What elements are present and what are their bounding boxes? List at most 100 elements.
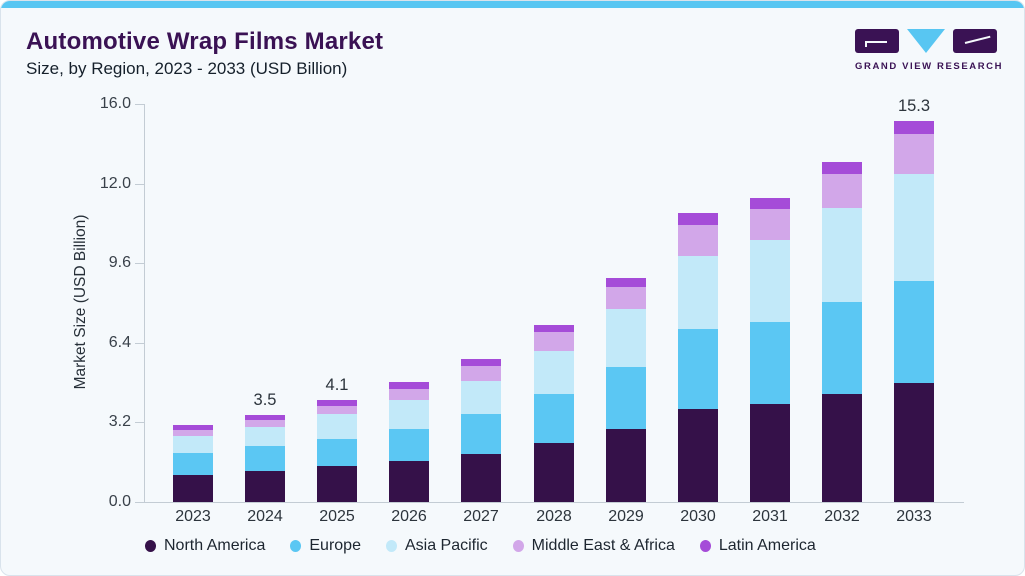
bar-segment-2028-middle-east-africa xyxy=(534,331,574,351)
bar-segment-2023-latin-america xyxy=(173,424,213,430)
legend-item-latin-america: Latin America xyxy=(699,537,816,555)
y-tick-label-12.0: 12.0 xyxy=(99,174,131,192)
legend-item-middle-east-africa: Middle East & Africa xyxy=(512,537,675,555)
bar-segment-2033-asia-pacific xyxy=(894,174,934,281)
bar-segment-2027-europe xyxy=(461,413,501,454)
y-tick-mark-16.0 xyxy=(135,104,144,105)
x-axis xyxy=(136,502,964,503)
x-label-2026: 2026 xyxy=(391,508,427,525)
bar-2024 xyxy=(245,414,285,502)
legend-dot-latin-america xyxy=(699,540,711,552)
bar-segment-2033-middle-east-africa xyxy=(894,134,934,175)
y-tick-label-3.2: 3.2 xyxy=(108,413,131,431)
x-label-2032: 2032 xyxy=(824,508,860,525)
bar-segment-2026-europe xyxy=(389,428,429,461)
bar-segment-2033-north-america xyxy=(894,382,934,502)
bar-segment-2030-north-america xyxy=(678,408,718,502)
bar-segment-2026-north-america xyxy=(389,460,429,502)
bar-segment-2028-europe xyxy=(534,394,574,443)
bar-segment-2032-middle-east-africa xyxy=(822,173,862,209)
legend-item-north-america: North America xyxy=(145,537,265,555)
bar-segment-2025-north-america xyxy=(317,465,357,502)
logo-text: GRAND VIEW RESEARCH xyxy=(855,61,1004,72)
x-label-2033: 2033 xyxy=(896,508,932,525)
bar-segment-2032-north-america xyxy=(822,394,862,502)
bar-segment-2028-asia-pacific xyxy=(534,350,574,395)
y-tick-label-9.6: 9.6 xyxy=(108,254,131,272)
x-label-2031: 2031 xyxy=(752,508,788,525)
bar-segment-2031-latin-america xyxy=(750,197,790,210)
bar-segment-2031-europe xyxy=(750,321,790,405)
bar-segment-2031-asia-pacific xyxy=(750,240,790,322)
legend-dot-asia-pacific xyxy=(385,540,397,552)
y-tick-label-16.0: 16.0 xyxy=(99,95,131,112)
chart-subtitle: Size, by Region, 2023 - 2033 (USD Billio… xyxy=(26,59,348,78)
bar-segment-2030-latin-america xyxy=(678,212,718,226)
x-label-2027: 2027 xyxy=(463,508,499,525)
legend-label-middle-east-africa: Middle East & Africa xyxy=(531,537,675,554)
y-tick-mark-3.2 xyxy=(135,422,144,424)
bar-segment-2029-middle-east-africa xyxy=(606,287,646,310)
bar-segment-2026-middle-east-africa xyxy=(389,388,429,400)
bar-segment-2027-latin-america xyxy=(461,358,501,366)
chart-title: Automotive Wrap Films Market xyxy=(26,28,384,55)
logo-r-icon xyxy=(953,29,997,53)
bar-segment-2032-asia-pacific xyxy=(822,208,862,302)
x-label-2025: 2025 xyxy=(319,508,355,525)
logo-g-icon xyxy=(855,29,899,53)
bar-segment-2025-latin-america xyxy=(317,400,357,406)
logo-v-icon xyxy=(907,29,945,53)
bar-segment-2023-europe xyxy=(173,453,213,475)
y-tick-label-0.0: 0.0 xyxy=(108,493,131,510)
bar-segment-2029-north-america xyxy=(606,428,646,502)
y-tick-mark-6.4 xyxy=(135,342,144,344)
legend-label-north-america: North America xyxy=(164,537,266,554)
bar-segment-2029-europe xyxy=(606,366,646,429)
legend-item-europe: Europe xyxy=(290,537,361,555)
bar-total-label-2024: 3.5 xyxy=(253,390,277,409)
bar-2027 xyxy=(461,358,501,502)
x-label-2024: 2024 xyxy=(247,508,283,525)
legend-label-europe: Europe xyxy=(309,537,361,554)
bar-segment-2023-north-america xyxy=(173,474,213,502)
bar-2031 xyxy=(750,197,790,502)
y-tick-label-6.4: 6.4 xyxy=(108,333,131,351)
x-label-2028: 2028 xyxy=(536,508,572,525)
bar-segment-2032-latin-america xyxy=(822,161,862,174)
bar-segment-2032-europe xyxy=(822,301,862,395)
bar-total-label-2033: 15.3 xyxy=(897,97,931,116)
x-label-2023: 2023 xyxy=(175,508,211,525)
bar-2033 xyxy=(894,121,934,502)
bar-segment-2029-asia-pacific xyxy=(606,309,646,367)
bar-segment-2025-middle-east-africa xyxy=(317,405,357,414)
bar-segment-2024-asia-pacific xyxy=(245,427,285,447)
gvr-logo: GRAND VIEW RESEARCH xyxy=(855,29,1004,72)
bar-segment-2024-europe xyxy=(245,446,285,471)
bar-2026 xyxy=(389,382,429,502)
bar-2030 xyxy=(678,212,718,502)
bar-segment-2026-asia-pacific xyxy=(389,399,429,429)
legend: North America Europe Asia Pacific Middle Ea… xyxy=(145,537,816,555)
bar-segment-2025-europe xyxy=(317,438,357,466)
bar-segment-2028-latin-america xyxy=(534,325,574,332)
x-label-2029: 2029 xyxy=(608,508,644,525)
y-axis xyxy=(144,104,145,502)
bar-segment-2030-asia-pacific xyxy=(678,255,718,330)
legend-label-asia-pacific: Asia Pacific xyxy=(404,537,488,554)
bar-segment-2027-middle-east-africa xyxy=(461,365,501,381)
bar-segment-2030-europe xyxy=(678,329,718,409)
legend-dot-middle-east-africa xyxy=(512,540,524,552)
legend-label-latin-america: Latin America xyxy=(718,537,816,554)
bar-segment-2033-europe xyxy=(894,280,934,383)
bar-total-label-2025: 4.1 xyxy=(325,376,349,394)
bar-segment-2031-middle-east-africa xyxy=(750,209,790,241)
x-label-2030: 2030 xyxy=(680,508,716,525)
bar-2025 xyxy=(317,400,357,502)
bar-segment-2024-latin-america xyxy=(245,414,285,421)
bar-segment-2030-middle-east-africa xyxy=(678,225,718,256)
bar-segment-2025-asia-pacific xyxy=(317,413,357,439)
y-tick-mark-9.6 xyxy=(135,263,144,265)
bar-2023 xyxy=(173,424,213,502)
